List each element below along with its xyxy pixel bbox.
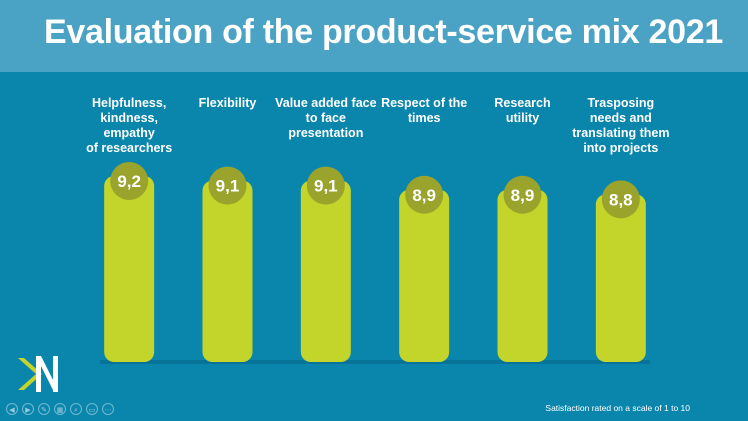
category-label-line: translating them: [572, 126, 670, 140]
title-banner: [0, 0, 748, 72]
bar: [202, 180, 253, 362]
value-badge: [601, 180, 640, 219]
baseline: [100, 360, 650, 364]
category-label-line: Research: [494, 96, 551, 110]
slideshow-controls: ◀ ▶ ✎ ▦ ⌕ ▭ ⋯: [6, 403, 114, 415]
category-label: Helpfulness, kindness, empathy of research…: [74, 96, 184, 156]
footnote: Satisfaction rated on a scale of 1 to 10: [545, 403, 690, 413]
pen-icon[interactable]: ✎: [38, 403, 50, 415]
category-label-line: to face: [305, 111, 346, 125]
bar: [300, 180, 351, 362]
more-icon[interactable]: ⋯: [102, 403, 114, 415]
category-label-line: of researchers: [86, 141, 173, 155]
category-label-line: times: [407, 111, 441, 125]
category-label: Trasposing needs and translating them into …: [566, 96, 676, 156]
category-label-line: Value added face: [275, 96, 377, 110]
slide-title: Evaluation of the product-service mix 20…: [44, 13, 723, 51]
category-label-line: needs and: [589, 111, 652, 125]
next-icon[interactable]: ▶: [22, 403, 34, 415]
category-label-line: Trasposing: [587, 96, 655, 110]
category-label-line: Respect of the: [381, 96, 468, 110]
category-label-line: into projects: [583, 141, 659, 155]
data-label: 8,9: [412, 186, 436, 205]
category-label: Value added face to face presentation: [271, 96, 381, 141]
bar: [104, 176, 155, 362]
category-label-line: Flexibility: [198, 96, 257, 110]
zoom-icon[interactable]: ⌕: [70, 403, 82, 415]
n-logo-icon: [14, 350, 62, 403]
data-label: 9,2: [117, 172, 141, 191]
data-label: 8,8: [609, 190, 633, 209]
subtitles-icon[interactable]: ▭: [86, 403, 98, 415]
category-label: Flexibility: [173, 96, 283, 111]
category-label-line: utility: [505, 111, 540, 125]
data-label: 9,1: [216, 177, 240, 196]
category-label: Research utility: [468, 96, 578, 126]
bar: [595, 194, 646, 362]
data-label: 8,9: [511, 186, 535, 205]
slides-icon[interactable]: ▦: [54, 403, 66, 415]
value-badge: [110, 162, 149, 200]
value-badge: [208, 166, 247, 205]
value-badge: [405, 175, 444, 214]
value-badge: [503, 175, 542, 214]
category-label-line: Helpfulness,: [91, 96, 167, 110]
category-label: Respect of the times: [369, 96, 479, 126]
bar: [399, 189, 450, 362]
bar: [497, 189, 548, 362]
data-label: 9,1: [314, 177, 338, 196]
prev-icon[interactable]: ◀: [6, 403, 18, 415]
category-label-line: presentation: [288, 126, 364, 140]
value-badge: [306, 166, 345, 205]
category-label-line: kindness, empathy: [100, 111, 158, 140]
